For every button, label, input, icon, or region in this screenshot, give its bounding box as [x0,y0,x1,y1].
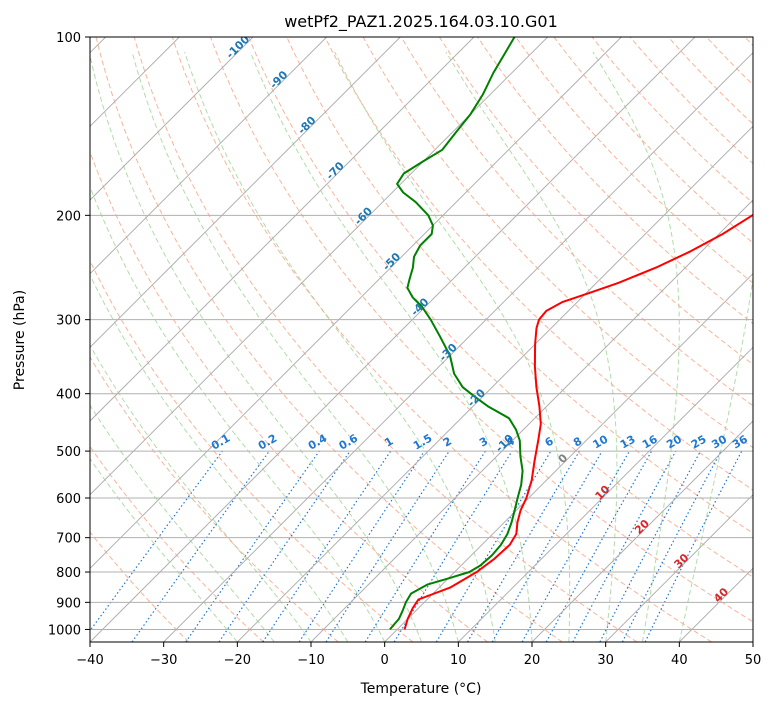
x-tick-label: 40 [671,653,688,668]
isotherm-line [90,37,622,570]
moist-adiabat-line [592,51,680,642]
dry-adiabat-line [133,37,638,642]
moist-adiabats [90,51,753,642]
pressure-gridlines [90,37,753,630]
mixing-ratio-lines [90,450,743,642]
x-tick-label: −20 [224,653,251,668]
x-tick-label: 20 [524,653,541,668]
moist-adiabat-line [445,51,618,642]
profile-lines [389,37,753,631]
dewpoint-line [389,37,524,631]
dry-adiabat-line [95,37,563,642]
dry-adiabat-line [553,37,753,244]
y-axis: 1000 900 800 700 600 500 400 300 200 100 [48,31,90,638]
moist-adiabat-line [334,51,571,642]
isotherm-line [90,37,475,422]
isotherm-line [384,272,753,642]
dry-adiabat-line [286,37,753,534]
mixing-ratio-line [185,450,320,642]
dry-adiabat-line [90,259,414,642]
x-tick-label: 50 [745,653,762,668]
dry-adiabat-line [324,37,753,491]
moist-adiabat-line [249,51,533,642]
mixing-ratio-line [545,450,653,642]
y-tick-label: 300 [56,314,81,329]
y-axis-label: Pressure (hPa) [12,290,28,390]
temperature-line [403,213,753,630]
y-tick-label: 800 [56,566,81,581]
x-axis: −40 −30 −20 −10 0 10 20 30 40 50 [76,642,761,668]
mixing-ratio-line [90,450,223,632]
x-tick-label: −10 [297,653,324,668]
moist-adiabat-line [184,51,496,642]
moist-adiabat-line [90,185,386,642]
dry-adiabat-line [477,37,753,325]
dry-adiabat-line [171,37,712,642]
mixing-ratio-line [262,450,392,642]
isotherms [90,37,753,642]
moist-adiabat-line [131,51,459,642]
x-tick-label: −30 [150,653,177,668]
moist-adiabat-line [90,53,422,642]
x-axis-label: Temperature (°C) [360,681,482,697]
y-tick-label: 500 [56,445,81,460]
dry-adiabat-line [591,37,753,204]
moist-adiabat-line [678,51,753,642]
isotherm-line [90,37,549,496]
moist-adiabat-line [90,344,312,642]
isotherm-line [90,37,401,349]
mixing-ratio-line [218,450,351,642]
mixing-ratio-line [644,450,743,642]
isotherm-line [531,420,753,642]
y-tick-label: 1000 [48,623,81,638]
x-tick-label: 0 [381,653,389,668]
x-tick-label: 30 [597,653,614,668]
mixing-ratio-line [298,450,425,642]
mixing-ratio-line [393,450,513,642]
dry-adiabat-line [90,150,488,642]
isotherm-line [605,493,753,642]
y-tick-label: 100 [56,31,81,46]
dry-adiabat-line [438,37,753,365]
isotherm-line [457,346,753,642]
mixing-ratio-line [325,450,450,642]
dry-adiabat-line [90,531,190,642]
isotherm-line [310,199,753,642]
dry-adiabat-line [248,37,753,578]
chart-title: wetPf2_PAZ1.2025.164.03.10.G01 [284,12,558,32]
mixing-ratio-line [131,450,270,642]
dry-adiabat-line [400,37,753,407]
y-tick-label: 200 [56,209,81,224]
isotherm-line [163,51,753,642]
isotherm-line [90,37,696,642]
mixing-ratio-line [521,450,631,642]
y-tick-label: 400 [56,388,81,403]
isotherm-line [90,37,254,201]
x-tick-label: −40 [76,653,103,668]
y-tick-label: 700 [56,532,81,547]
y-tick-label: 600 [56,492,81,507]
moist-adiabat-line [90,273,349,642]
x-tick-label: 10 [450,653,467,668]
isotherm-line [236,125,753,642]
isotherm-line [90,37,328,275]
dry-adiabat-line [90,356,339,642]
mixing-ratio-line [572,450,677,642]
y-tick-label: 900 [56,596,81,611]
plot-frame [89,36,754,643]
dry-adiabat-line [210,37,753,623]
